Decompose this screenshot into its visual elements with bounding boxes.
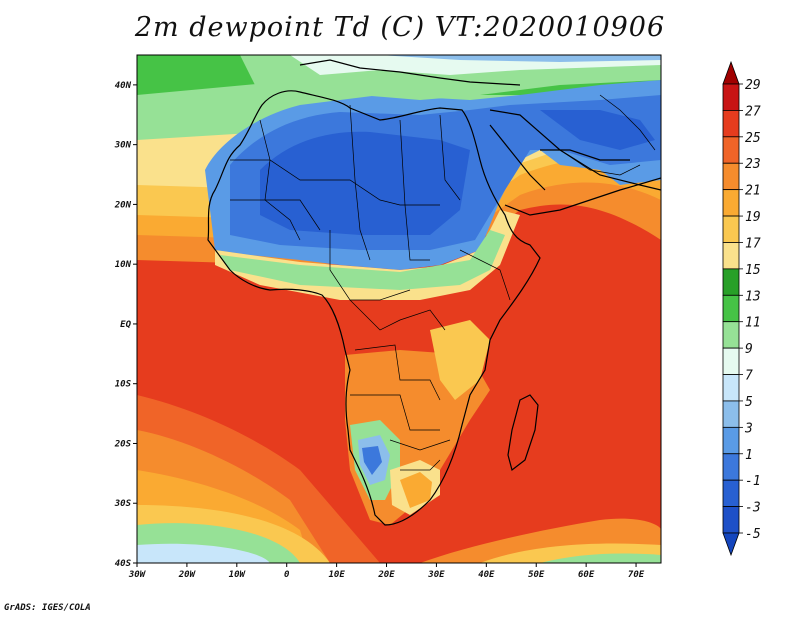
lon-tick-label: 30W	[128, 570, 147, 580]
lon-tick-label: 40E	[478, 570, 495, 580]
dewpoint-field	[137, 55, 661, 563]
lon-tick-label: 0	[284, 570, 290, 580]
colorbar-label: -1	[745, 474, 761, 489]
colorbar-swatch	[722, 321, 740, 349]
colorbar-swatch	[722, 400, 740, 428]
colorbar-label: 5	[745, 395, 753, 410]
credit-label: GrADS: IGES/COLA	[4, 603, 91, 613]
colorbar-label: 27	[745, 104, 761, 119]
lat-tick-label: 20S	[114, 439, 132, 449]
lat-tick-label: 20N	[114, 200, 132, 210]
colorbar-swatch	[722, 215, 740, 243]
country-borders	[230, 94, 656, 471]
lat-tick-label: 40N	[115, 81, 132, 91]
map-title: 2m dewpoint Td (C) VT:2020010906	[134, 12, 666, 43]
colorbar-label: -5	[745, 527, 761, 542]
colorbar-swatch	[722, 479, 740, 507]
colorbar-label: 7	[745, 369, 753, 384]
colorbar-label: 13	[745, 289, 761, 304]
colorbar-swatch	[722, 242, 740, 270]
colorbar-swatch	[722, 162, 740, 191]
colorbar-label: 17	[745, 236, 761, 251]
lat-tick-label: EQ	[120, 320, 131, 330]
lon-tick-label: 10W	[229, 570, 247, 580]
lon-tick-label: 60E	[578, 570, 595, 580]
colorbar-swatch	[722, 506, 740, 534]
colorbar-label: 15	[745, 263, 761, 278]
colorbar-swatch	[722, 374, 740, 402]
plot-frame	[136, 54, 662, 564]
map-axes: 30W 20W 10W 0 10E 20E 30E 40E 50E 60E 70E 40N 30N 20N…	[114, 81, 645, 580]
coastlines	[207, 59, 661, 526]
colorbar-swatch	[722, 110, 740, 138]
colorbar-label: 29	[745, 78, 761, 93]
lon-tick-label: 20E	[377, 570, 395, 580]
colorbar-label: 21	[745, 184, 761, 199]
colorbar-swatch	[722, 347, 740, 375]
colorbar-label: 19	[745, 210, 761, 225]
colorbar-bottom-arrow	[722, 532, 740, 557]
lon-tick-label: 50E	[528, 570, 545, 580]
colorbar-label: 3	[744, 421, 753, 436]
colorbar: 29 27 25 23 21 19 17 15 13 11 9 7 5 3 1 -1 -3 -5	[722, 60, 761, 557]
colorbar-top-arrow	[722, 60, 740, 85]
colorbar-label: 9	[745, 342, 753, 357]
colorbar-label: 23	[745, 157, 761, 172]
lat-tick-label: 10N	[115, 260, 132, 270]
colorbar-label: 1	[745, 448, 753, 463]
colorbar-swatch	[722, 189, 740, 217]
colorbar-label: 25	[745, 131, 761, 146]
colorbar-swatch	[722, 136, 740, 164]
lat-tick-label: 30N	[114, 141, 132, 151]
lon-tick-label: 70E	[628, 570, 645, 580]
colorbar-swatch	[722, 294, 740, 323]
lon-tick-label: 30E	[427, 570, 445, 580]
colorbar-swatch	[722, 268, 740, 296]
colorbar-swatch	[722, 83, 740, 111]
lat-tick-label: 40S	[115, 559, 132, 569]
lon-tick-label: 20W	[178, 570, 197, 580]
lat-tick-label: 30S	[114, 499, 132, 509]
colorbar-label: 11	[745, 316, 761, 331]
colorbar-label: -3	[745, 501, 761, 516]
colorbar-swatch	[722, 426, 740, 455]
lat-tick-label: 10S	[115, 380, 132, 390]
lon-tick-label: 10E	[328, 570, 345, 580]
colorbar-swatch	[722, 453, 740, 481]
